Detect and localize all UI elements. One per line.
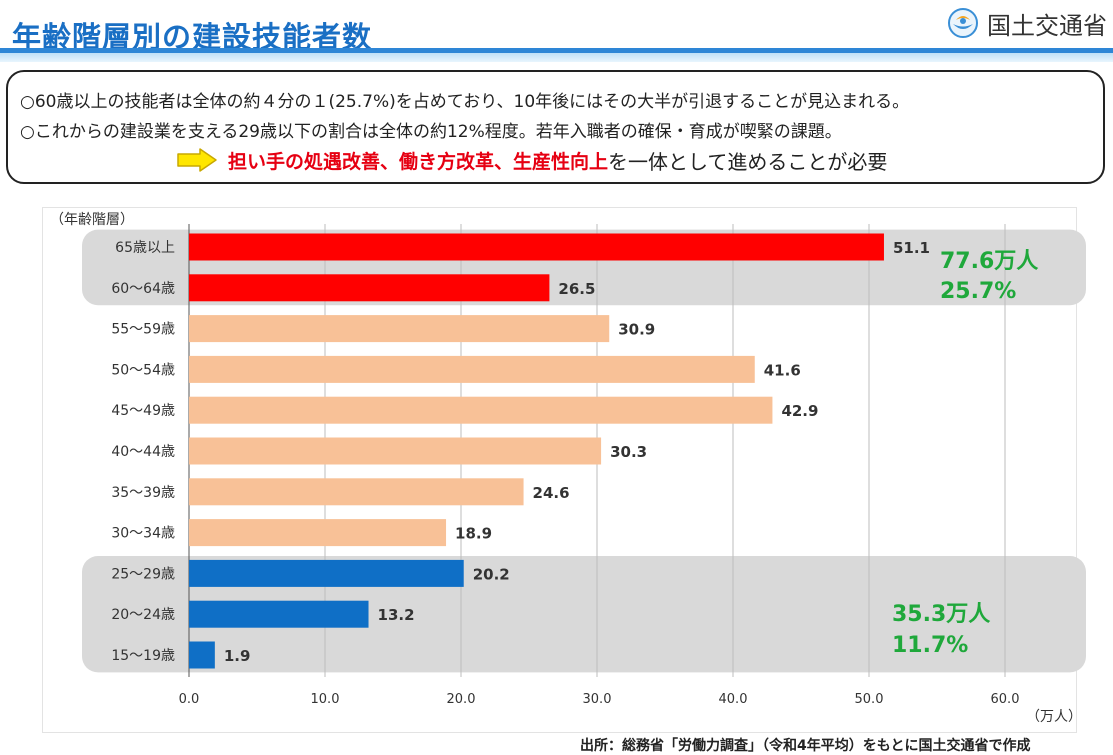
category-label: 60～64歳 [111,281,175,297]
bar [189,396,773,424]
bar [189,315,610,343]
summary-line-2: ○これからの建設業を支える29歳以下の割合は全体の約12%程度。若年入職者の確保… [20,122,842,142]
category-label: 15～19歳 [111,648,175,664]
bar [189,233,884,261]
category-label: 65歳以上 [115,240,175,256]
category-label: 20～24歳 [111,607,175,623]
category-label: 30～34歳 [111,526,175,542]
group-total-label: 35.3万人 [892,602,990,627]
value-label: 30.9 [618,321,655,339]
value-label: 18.9 [455,525,492,543]
bar [189,274,550,302]
value-label: 13.2 [378,606,415,624]
bar [189,478,524,506]
x-tick-label: 50.0 [855,692,884,707]
title-underline [0,48,1113,53]
bar [189,600,369,628]
x-tick-label: 10.0 [311,692,340,707]
y-axis-title: （年齢階層） [50,212,134,228]
category-label: 45～49歳 [111,403,175,419]
conclusion: 担い手の処遇改善、働き方改革、生産性向上 を一体として進めることが必要 [176,145,887,175]
value-label: 26.5 [558,280,595,298]
x-tick-label: 60.0 [991,692,1020,707]
value-label: 41.6 [764,361,801,379]
summary-box: ○60歳以上の技能者は全体の約４分の１(25.7%)を占めており、10年後にはそ… [6,70,1105,184]
category-label: 25～29歳 [111,566,175,582]
value-label: 42.9 [781,402,818,420]
category-label: 50～54歳 [111,362,175,378]
category-label: 35～39歳 [111,485,175,501]
value-label: 1.9 [224,647,251,665]
conclusion-emphasis: 担い手の処遇改善、働き方改革、生産性向上 [228,150,609,173]
group-share-label: 25.7% [940,279,1016,304]
x-tick-label: 30.0 [583,692,612,707]
group-share-label: 11.7% [892,633,968,658]
category-label: 55～59歳 [111,322,175,338]
ministry-logo-icon [948,8,978,38]
value-label: 24.6 [533,484,570,502]
category-label: 40～44歳 [111,444,175,460]
bar [189,559,464,587]
group-total-label: 77.6万人 [940,249,1038,274]
conclusion-text: を一体として進めることが必要 [608,149,888,174]
ministry-name: 国土交通省 [987,11,1107,40]
value-label: 51.1 [893,239,930,257]
bar [189,519,447,547]
x-axis-title: （万人） [1026,709,1082,725]
source-note: 出所：総務省「労働力調査」（令和4年平均）をもとに国土交通省で作成 [580,738,1031,754]
x-tick-label: 40.0 [719,692,748,707]
right-arrow-icon [177,148,217,172]
value-label: 20.2 [473,565,510,583]
title-underline-gradient [0,53,1113,62]
header: 年齢階層別の建設技能者数 国土交通省 [0,0,1113,62]
bar [189,641,215,669]
bar [189,437,602,465]
summary-line-1: ○60歳以上の技能者は全体の約４分の１(25.7%)を占めており、10年後にはそ… [20,92,910,112]
value-label: 30.3 [610,443,647,461]
bar [189,355,755,383]
x-tick-label: 20.0 [447,692,476,707]
ministry-brand: 国土交通省 [947,4,1107,42]
x-tick-label: 0.0 [179,692,200,707]
